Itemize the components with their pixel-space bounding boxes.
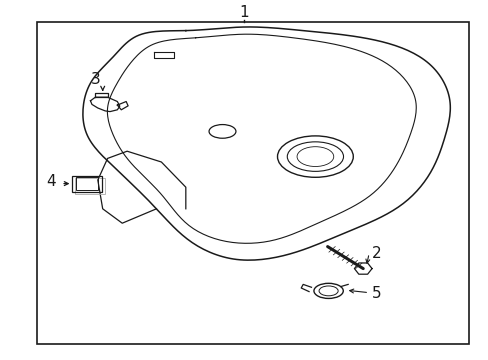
Bar bbox=[72, 176, 102, 192]
Text: 3: 3 bbox=[90, 72, 100, 87]
Bar bbox=[76, 177, 98, 190]
Text: 2: 2 bbox=[371, 246, 381, 261]
Bar bbox=[37, 22, 468, 344]
Bar bbox=[75, 178, 104, 194]
Text: 1: 1 bbox=[239, 5, 249, 20]
Text: 5: 5 bbox=[371, 286, 381, 301]
Text: 4: 4 bbox=[46, 174, 56, 189]
